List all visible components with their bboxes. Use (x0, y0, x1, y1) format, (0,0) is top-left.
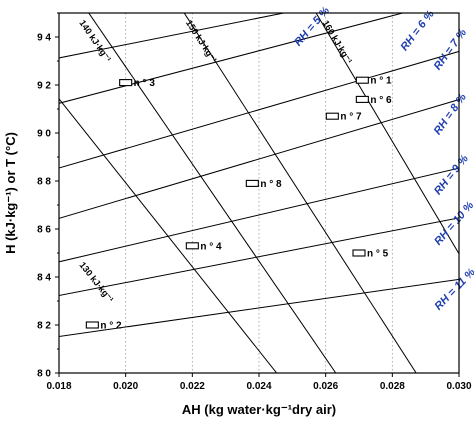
y-tick-label: 9 2 (37, 81, 51, 92)
y-tick-label: 9 0 (37, 129, 51, 140)
enthalpy-line (315, 13, 459, 255)
data-point-marker (355, 95, 369, 103)
x-tick-label: 0.018 (46, 381, 71, 392)
data-point-label: n ° 8 (260, 179, 282, 190)
y-tick-label: 8 8 (37, 177, 51, 188)
y-tick-label: 8 4 (37, 273, 51, 284)
data-point-label: n ° 1 (370, 76, 392, 87)
data-point-marker (355, 76, 369, 84)
data-point-label: n ° 2 (100, 321, 122, 332)
enthalpy-line (88, 13, 337, 373)
data-point-marker (352, 249, 366, 257)
y-tick-label: 8 2 (37, 321, 51, 332)
data-point-marker (85, 321, 99, 329)
rh-line (59, 167, 459, 263)
x-tick-label: 0.026 (313, 381, 338, 392)
data-point-marker (185, 242, 199, 250)
data-point-label: n ° 7 (340, 112, 362, 123)
y-tick-label: 9 4 (37, 33, 51, 44)
x-axis-title: AH (kg water·kg⁻¹dry air) (182, 402, 336, 417)
x-tick-label: 0.028 (380, 381, 405, 392)
rh-line (59, 13, 287, 59)
y-tick-label: 8 0 (37, 369, 51, 380)
data-point-marker (325, 112, 339, 120)
enthalpy-line (59, 97, 278, 373)
rh-line (59, 99, 459, 219)
gridlines (125, 13, 393, 373)
x-tick-label: 0.022 (180, 381, 205, 392)
rh-line (59, 50, 459, 169)
x-tick-label: 0.030 (446, 381, 471, 392)
rh-line (59, 217, 459, 297)
data-points: n ° 1 n ° 2 n ° 3 n ° 4 n ° 5 n ° 6 n ° 7 n ° 8 (85, 76, 392, 332)
enthalpy-line (183, 13, 417, 373)
x-tick-label: 0.024 (246, 381, 271, 392)
x-tick-label: 0.020 (113, 381, 138, 392)
data-point-marker (245, 179, 259, 187)
data-point-label: n ° 3 (134, 78, 156, 89)
data-point-label: n ° 4 (200, 241, 222, 252)
data-point-label: n ° 6 (370, 95, 392, 106)
rh-line (59, 278, 459, 338)
axis-ticks: 0.018 0.020 0.022 0.024 0.026 0.028 0.030 8 0 8 … (37, 12, 472, 392)
data-point-label: n ° 5 (367, 249, 389, 260)
y-tick-label: 8 6 (37, 225, 51, 236)
chart-lines (59, 13, 459, 373)
data-point-marker (119, 79, 133, 87)
y-axis-title: H (kJ·kg⁻¹) or T (°C) (3, 132, 18, 254)
